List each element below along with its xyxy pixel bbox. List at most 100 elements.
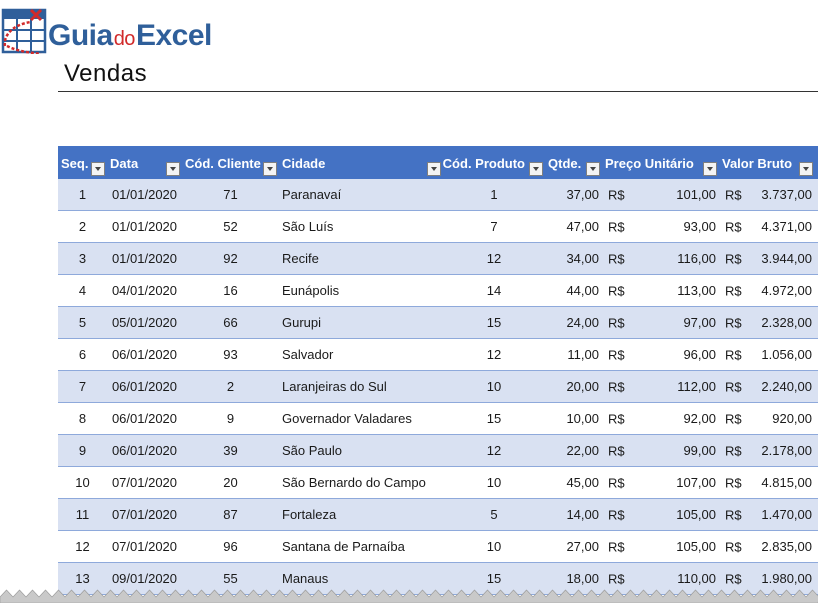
cell-preco-unitario[interactable]: R$ 116,00	[602, 242, 719, 275]
cell-data[interactable]: 05/01/2020	[107, 306, 182, 339]
cell-cod-produto[interactable]: 10	[443, 530, 545, 563]
cell-valor-bruto[interactable]: R$ 3.737,00	[719, 179, 815, 211]
cell-valor-bruto[interactable]: R$ 1.056,00	[719, 338, 815, 371]
cell-seq[interactable]: 2	[58, 210, 107, 243]
col-header-seq[interactable]: Seq.	[58, 146, 107, 179]
cell-cod-produto[interactable]: 12	[443, 434, 545, 467]
cell-preco-unitario[interactable]: R$ 112,00	[602, 370, 719, 403]
cell-cidade[interactable]: Eunápolis	[279, 274, 443, 307]
table-row[interactable]: 11 07/01/2020 87 Fortaleza 5 14,00 R$ 105,00 R$ 1…	[58, 498, 818, 531]
cell-preco-unitario[interactable]: R$ 113,00	[602, 274, 719, 307]
cell-cod-cliente[interactable]: 93	[182, 338, 279, 371]
cell-valor-bruto[interactable]: R$ 1.470,00	[719, 498, 815, 531]
col-header-preco-unitario[interactable]: Preço Unitário	[602, 146, 719, 179]
cell-preco-unitario[interactable]: R$ 105,00	[602, 498, 719, 531]
cell-seq[interactable]: 3	[58, 242, 107, 275]
cell-percent[interactable]	[815, 402, 818, 435]
table-row[interactable]: 13 09/01/2020 55 Manaus 15 18,00 R$ 110,00 R$ 1.9…	[58, 562, 818, 595]
filter-dropdown-icon[interactable]	[166, 162, 180, 176]
cell-cod-cliente[interactable]: 55	[182, 562, 279, 595]
cell-valor-bruto[interactable]: R$ 4.371,00	[719, 210, 815, 243]
filter-dropdown-icon[interactable]	[799, 162, 813, 176]
cell-data[interactable]: 06/01/2020	[107, 370, 182, 403]
cell-data[interactable]: 04/01/2020	[107, 274, 182, 307]
cell-cod-produto[interactable]: 12	[443, 242, 545, 275]
cell-percent[interactable]	[815, 370, 818, 403]
cell-preco-unitario[interactable]: R$ 101,00	[602, 179, 719, 211]
table-row[interactable]: 9 06/01/2020 39 São Paulo 12 22,00 R$ 99,00 R$ 2.…	[58, 434, 818, 467]
cell-cod-produto[interactable]: 7	[443, 210, 545, 243]
cell-valor-bruto[interactable]: R$ 4.815,00	[719, 466, 815, 499]
cell-cod-cliente[interactable]: 66	[182, 306, 279, 339]
cell-preco-unitario[interactable]: R$ 99,00	[602, 434, 719, 467]
cell-cod-cliente[interactable]: 9	[182, 402, 279, 435]
cell-preco-unitario[interactable]: R$ 105,00	[602, 530, 719, 563]
cell-percent[interactable]	[815, 210, 818, 243]
cell-cod-produto[interactable]: 10	[443, 370, 545, 403]
cell-percent[interactable]	[815, 466, 818, 499]
cell-cod-cliente[interactable]: 71	[182, 179, 279, 211]
cell-percent[interactable]	[815, 530, 818, 563]
cell-qtde[interactable]: 20,00	[545, 370, 602, 403]
cell-data[interactable]: 07/01/2020	[107, 498, 182, 531]
cell-data[interactable]: 07/01/2020	[107, 466, 182, 499]
table-row[interactable]: 4 04/01/2020 16 Eunápolis 14 44,00 R$ 113,00 R$ 4…	[58, 274, 818, 307]
cell-seq[interactable]: 9	[58, 434, 107, 467]
cell-qtde[interactable]: 44,00	[545, 274, 602, 307]
filter-dropdown-icon[interactable]	[529, 162, 543, 176]
cell-cidade[interactable]: Fortaleza	[279, 498, 443, 531]
cell-preco-unitario[interactable]: R$ 96,00	[602, 338, 719, 371]
col-header-percent[interactable]: %	[815, 146, 818, 179]
cell-seq[interactable]: 6	[58, 338, 107, 371]
cell-percent[interactable]	[815, 242, 818, 275]
cell-cod-produto[interactable]: 15	[443, 562, 545, 595]
cell-cod-cliente[interactable]: 92	[182, 242, 279, 275]
cell-valor-bruto[interactable]: R$ 3.944,00	[719, 242, 815, 275]
cell-seq[interactable]: 7	[58, 370, 107, 403]
filter-dropdown-icon[interactable]	[263, 162, 277, 176]
cell-cod-cliente[interactable]: 52	[182, 210, 279, 243]
col-header-data[interactable]: Data	[107, 146, 182, 179]
cell-preco-unitario[interactable]: R$ 92,00	[602, 402, 719, 435]
cell-seq[interactable]: 1	[58, 179, 107, 211]
cell-valor-bruto[interactable]: R$ 2.178,00	[719, 434, 815, 467]
table-row[interactable]: 7 06/01/2020 2 Laranjeiras do Sul 10 20,00 R$ 1…	[58, 370, 818, 403]
cell-seq[interactable]: 5	[58, 306, 107, 339]
table-row[interactable]: 10 07/01/2020 20 São Bernardo do Campo 10 45,…	[58, 466, 818, 499]
table-row[interactable]: 2 01/01/2020 52 São Luís 7 47,00 R$ 93,00 R$ 4.37…	[58, 210, 818, 243]
cell-seq[interactable]: 8	[58, 402, 107, 435]
cell-data[interactable]: 06/01/2020	[107, 338, 182, 371]
cell-preco-unitario[interactable]: R$ 110,00	[602, 562, 719, 595]
cell-qtde[interactable]: 34,00	[545, 242, 602, 275]
table-row[interactable]: 5 05/01/2020 66 Gurupi 15 24,00 R$ 97,00 R$ 2.328…	[58, 306, 818, 339]
cell-qtde[interactable]: 10,00	[545, 402, 602, 435]
cell-data[interactable]: 06/01/2020	[107, 402, 182, 435]
table-row[interactable]: 12 07/01/2020 96 Santana de Parnaíba 10 27,00…	[58, 530, 818, 563]
cell-percent[interactable]	[815, 498, 818, 531]
col-header-cidade[interactable]: Cidade	[279, 146, 443, 179]
cell-cod-produto[interactable]: 10	[443, 466, 545, 499]
filter-dropdown-icon[interactable]	[427, 162, 441, 176]
cell-cidade[interactable]: Salvador	[279, 338, 443, 371]
cell-data[interactable]: 07/01/2020	[107, 530, 182, 563]
col-header-valor-bruto[interactable]: Valor Bruto	[719, 146, 815, 179]
cell-seq[interactable]: 13	[58, 562, 107, 595]
cell-percent[interactable]	[815, 179, 818, 211]
cell-qtde[interactable]: 14,00	[545, 498, 602, 531]
table-row[interactable]: 8 06/01/2020 9 Governador Valadares 15 10,00 R…	[58, 402, 818, 435]
cell-qtde[interactable]: 47,00	[545, 210, 602, 243]
cell-cidade[interactable]: Santana de Parnaíba	[279, 530, 443, 563]
cell-data[interactable]: 01/01/2020	[107, 179, 182, 211]
cell-cidade[interactable]: Governador Valadares	[279, 402, 443, 435]
table-row[interactable]: 6 06/01/2020 93 Salvador 12 11,00 R$ 96,00 R$ 1.0…	[58, 338, 818, 371]
cell-data[interactable]: 09/01/2020	[107, 562, 182, 595]
cell-cidade[interactable]: Paranavaí	[279, 179, 443, 211]
cell-valor-bruto[interactable]: R$ 920,00	[719, 402, 815, 435]
cell-valor-bruto[interactable]: R$ 2.328,00	[719, 306, 815, 339]
cell-seq[interactable]: 10	[58, 466, 107, 499]
cell-preco-unitario[interactable]: R$ 93,00	[602, 210, 719, 243]
cell-cod-cliente[interactable]: 2	[182, 370, 279, 403]
cell-cod-produto[interactable]: 1	[443, 179, 545, 211]
cell-cidade[interactable]: Manaus	[279, 562, 443, 595]
cell-valor-bruto[interactable]: R$ 2.240,00	[719, 370, 815, 403]
